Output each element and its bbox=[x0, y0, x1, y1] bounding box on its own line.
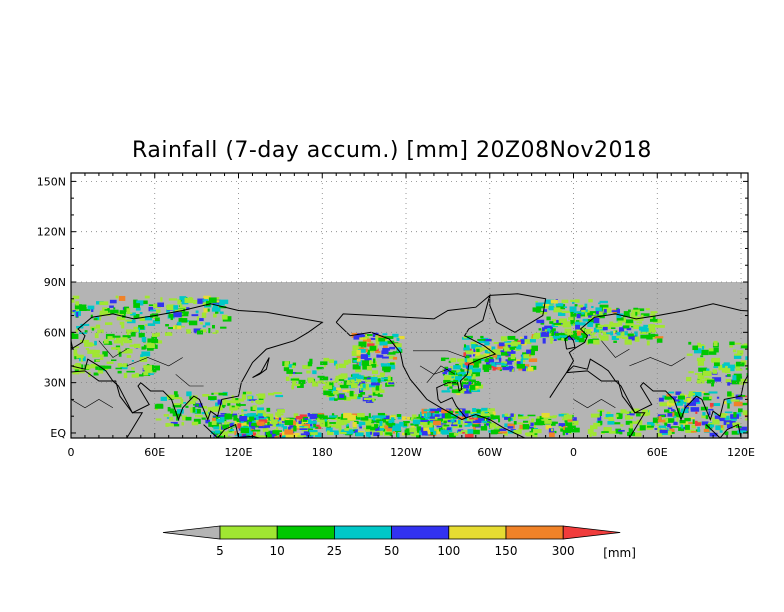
colorbar-box bbox=[333, 525, 392, 540]
colorbar-arrow-high bbox=[562, 525, 621, 540]
colorbar-unit: [mm] bbox=[603, 546, 636, 560]
lat-tick-label: 150N bbox=[37, 175, 66, 188]
colorbar-label: 10 bbox=[270, 544, 285, 558]
lon-tick-label: 120E bbox=[727, 446, 755, 459]
lat-tick-label: 120N bbox=[37, 226, 66, 239]
lon-tick-label: 0 bbox=[570, 446, 577, 459]
political-borders bbox=[71, 340, 686, 409]
colorbar-box bbox=[505, 525, 564, 540]
lat-tick-label: 90N bbox=[44, 276, 66, 289]
lat-tick-label: EQ bbox=[50, 427, 66, 440]
colorbar-label: 25 bbox=[327, 544, 342, 558]
plot-frame bbox=[70, 172, 749, 439]
lat-tick-label: 60N bbox=[44, 326, 66, 339]
lat-tick-label: 30N bbox=[44, 377, 66, 390]
colorbar-label: 5 bbox=[216, 544, 224, 558]
colorbar-label: 300 bbox=[552, 544, 575, 558]
lon-tick-label: 120E bbox=[225, 446, 253, 459]
lon-tick-label: 0 bbox=[68, 446, 75, 459]
colorbar-box bbox=[219, 525, 278, 540]
colorbar-box bbox=[391, 525, 450, 540]
colorbar-label: 100 bbox=[437, 544, 460, 558]
colorbar-label: 50 bbox=[384, 544, 399, 558]
colorbar-box bbox=[276, 525, 335, 540]
chart-title: Rainfall (7-day accum.) [mm] 20Z08Nov201… bbox=[132, 138, 652, 163]
rainfall-field bbox=[71, 295, 748, 438]
colorbar: 5 10 25 50 100 150 300 [mm] bbox=[162, 525, 636, 560]
colorbar-arrow-low bbox=[162, 525, 221, 540]
lon-tick-label: 180 bbox=[312, 446, 333, 459]
lon-tick-label: 60E bbox=[647, 446, 668, 459]
coastlines bbox=[71, 293, 748, 438]
lon-tick-label: 60W bbox=[477, 446, 502, 459]
colorbar-box bbox=[448, 525, 507, 540]
lon-tick-label: 60E bbox=[144, 446, 165, 459]
colorbar-label: 150 bbox=[495, 544, 518, 558]
lon-tick-label: 120W bbox=[390, 446, 422, 459]
